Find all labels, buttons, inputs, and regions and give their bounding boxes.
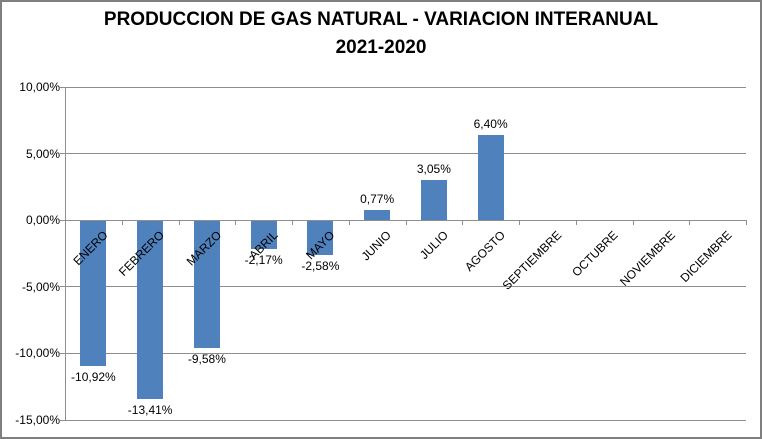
x-axis-tick-mark (235, 220, 237, 226)
gridline (65, 352, 746, 354)
x-axis-tick-mark (462, 220, 464, 226)
x-axis-tick-mark (575, 220, 577, 226)
y-axis-tick-mark (60, 219, 65, 221)
bar-enero (80, 220, 107, 366)
category-label-agosto: AGOSTO (461, 228, 508, 275)
gridline (65, 419, 746, 421)
x-axis-tick-mark (405, 220, 407, 226)
category-label-junio: JUNIO (358, 228, 395, 264)
y-axis-tick-mark (60, 286, 65, 288)
chart-title-line1: PRODUCCION DE GAS NATURAL - VARIACION IN… (103, 9, 659, 30)
x-axis-tick-mark (632, 220, 634, 226)
x-axis-tick-mark (746, 220, 747, 226)
data-label-marzo: -9,58% (187, 351, 226, 366)
y-axis-tick-mark (60, 86, 65, 88)
bar-marzo (193, 220, 220, 348)
category-label-noviembre: NOVIEMBRE (616, 228, 678, 290)
y-tick-label: 0,00% (25, 213, 60, 228)
x-axis-tick-mark (689, 220, 691, 226)
gridline (65, 286, 746, 288)
data-label-enero: -10,92% (71, 369, 116, 384)
data-label-mayo: -2,58% (301, 258, 340, 273)
x-axis-tick-mark (121, 220, 123, 226)
y-axis-line (65, 87, 66, 420)
gridline (65, 153, 746, 155)
bar-abril (250, 220, 277, 250)
category-label-diciembre: DICIEMBRE (677, 228, 735, 286)
data-label-julio: 3,05% (416, 161, 451, 176)
category-label-septiembre: SEPTIEMBRE (499, 228, 565, 293)
bar-mayo (307, 220, 334, 255)
y-tick-label: 5,00% (25, 146, 60, 161)
y-axis-tick-mark (60, 419, 65, 421)
y-axis-tick-mark (60, 352, 65, 354)
x-axis-tick-mark (348, 220, 350, 226)
bar-junio (364, 209, 391, 221)
x-axis-tick-mark (65, 220, 66, 226)
x-axis-tick-mark (292, 220, 293, 226)
bar-febrero (137, 220, 164, 399)
y-tick-label: -5,00% (21, 279, 60, 294)
y-tick-label: -15,00% (15, 413, 60, 427)
chart-title-line2: 2021-2020 (335, 37, 427, 58)
data-label-febrero: -13,41% (127, 402, 173, 417)
chart-title: PRODUCCION DE GAS NATURAL - VARIACION IN… (0, 6, 762, 62)
bar-agosto (477, 134, 504, 221)
x-axis-tick-mark (178, 220, 180, 226)
gridline (65, 86, 746, 88)
data-label-junio: 0,77% (360, 191, 395, 206)
category-label-octubre: OCTUBRE (569, 228, 622, 280)
category-label-julio: JULIO (416, 228, 451, 263)
bar-julio (420, 179, 447, 221)
y-tick-label: -10,00% (15, 346, 60, 361)
data-label-abril: -2,17% (244, 253, 283, 268)
y-tick-label: 10,00% (19, 80, 60, 94)
x-axis-tick-mark (519, 220, 520, 226)
data-label-agosto: 6,40% (473, 116, 508, 131)
y-axis-tick-mark (60, 153, 65, 155)
